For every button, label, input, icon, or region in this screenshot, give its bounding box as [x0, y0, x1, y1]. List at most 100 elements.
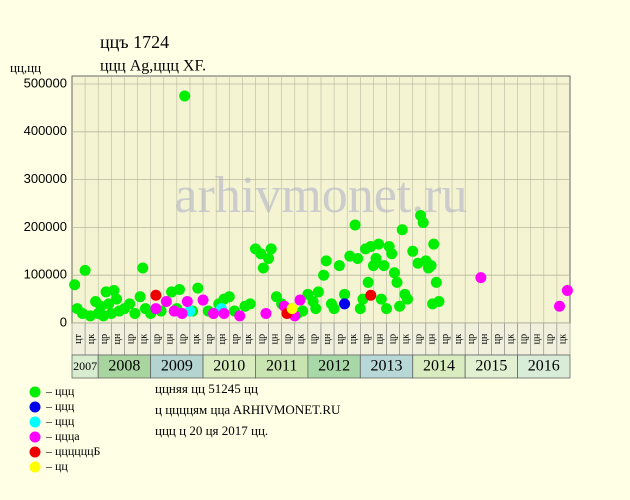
point: [173, 284, 185, 296]
year-label: 2015: [475, 358, 507, 375]
point: [192, 282, 204, 294]
legend-label: – цц: [45, 459, 68, 473]
point: [388, 267, 400, 279]
column-label: цн: [165, 333, 176, 344]
legend-marker: [29, 401, 41, 413]
column-label: цн: [269, 333, 280, 344]
point: [362, 276, 374, 288]
legend-label: – ццц: [45, 414, 75, 428]
legend-marker: [29, 446, 41, 458]
point: [386, 248, 398, 260]
point: [375, 293, 387, 305]
point: [160, 295, 172, 307]
column-label: цн: [479, 333, 490, 344]
point: [349, 219, 361, 231]
year-label: 2008: [108, 358, 140, 375]
y-tick-label: 0: [60, 314, 67, 329]
column-label: цр: [99, 334, 110, 344]
column-label: цк: [505, 334, 516, 344]
point: [318, 269, 330, 281]
column-label: цк: [400, 334, 411, 344]
column-label: цр: [178, 334, 189, 344]
column-label: цк: [558, 334, 569, 344]
point: [176, 307, 188, 319]
point: [124, 298, 136, 310]
note: ццц ц 20 ця 2017 цц.: [155, 423, 268, 438]
y-axis-label: цц,цц: [10, 60, 41, 75]
point: [244, 298, 256, 310]
year-label: 2016: [528, 358, 560, 375]
point: [294, 294, 306, 306]
point: [407, 245, 419, 257]
column-label: цн: [217, 333, 228, 344]
point: [333, 260, 345, 272]
point: [310, 303, 322, 315]
y-tick-label: 400000: [24, 123, 67, 138]
column-label: цт: [73, 334, 84, 344]
year-label: 2014: [423, 358, 455, 375]
column-label: цр: [492, 334, 503, 344]
column-label: цн: [374, 333, 385, 344]
point: [320, 255, 332, 267]
point: [137, 262, 149, 274]
year-band: [517, 354, 571, 379]
point: [234, 310, 246, 322]
point: [554, 300, 566, 312]
point: [181, 295, 193, 307]
point: [475, 272, 487, 284]
y-tick-label: 200000: [24, 219, 67, 234]
point: [150, 289, 162, 301]
column-label: цр: [256, 334, 267, 344]
point: [179, 90, 191, 102]
point: [394, 300, 406, 312]
point: [425, 260, 437, 272]
point: [312, 286, 324, 298]
year-label: 2010: [213, 358, 245, 375]
point: [265, 243, 277, 255]
legend-marker: [29, 461, 41, 473]
point: [111, 293, 123, 305]
column-label: цр: [518, 334, 529, 344]
point: [378, 260, 390, 272]
point: [427, 298, 439, 310]
point: [260, 307, 272, 319]
legend-label: – ццц: [45, 399, 75, 413]
point: [428, 238, 440, 250]
point: [257, 262, 269, 274]
point: [218, 307, 230, 319]
note: ц ццццям ццa ARHIVMONET.RU: [155, 402, 341, 417]
column-label: цр: [387, 334, 398, 344]
year-label: 2013: [371, 358, 403, 375]
point: [108, 284, 120, 296]
chart-title: ццъ 1724: [100, 32, 169, 52]
point: [208, 307, 220, 319]
column-label: цр: [283, 334, 294, 344]
column-label: цк: [138, 334, 149, 344]
year-label: 2007: [73, 359, 97, 373]
legend-marker: [29, 431, 41, 443]
note: ццняя цц 51245 цц: [155, 381, 258, 396]
year-label: 2012: [318, 358, 350, 375]
point: [391, 276, 403, 288]
column-label: цр: [151, 334, 162, 344]
point: [69, 279, 81, 291]
point: [103, 298, 115, 310]
column-label: цр: [440, 334, 451, 344]
point: [129, 307, 141, 319]
point: [401, 293, 413, 305]
column-label: цр: [545, 334, 556, 344]
column-label: цк: [243, 334, 254, 344]
column-label: цн: [112, 333, 123, 344]
point: [223, 291, 235, 303]
year-label: 2011: [266, 358, 297, 375]
column-label: цн: [322, 333, 333, 344]
point: [561, 284, 573, 296]
legend-label: – ццца: [45, 429, 80, 443]
point: [134, 291, 146, 303]
column-label: цк: [453, 334, 464, 344]
point: [255, 248, 267, 260]
point: [339, 288, 351, 300]
point: [381, 303, 393, 315]
point: [328, 303, 340, 315]
